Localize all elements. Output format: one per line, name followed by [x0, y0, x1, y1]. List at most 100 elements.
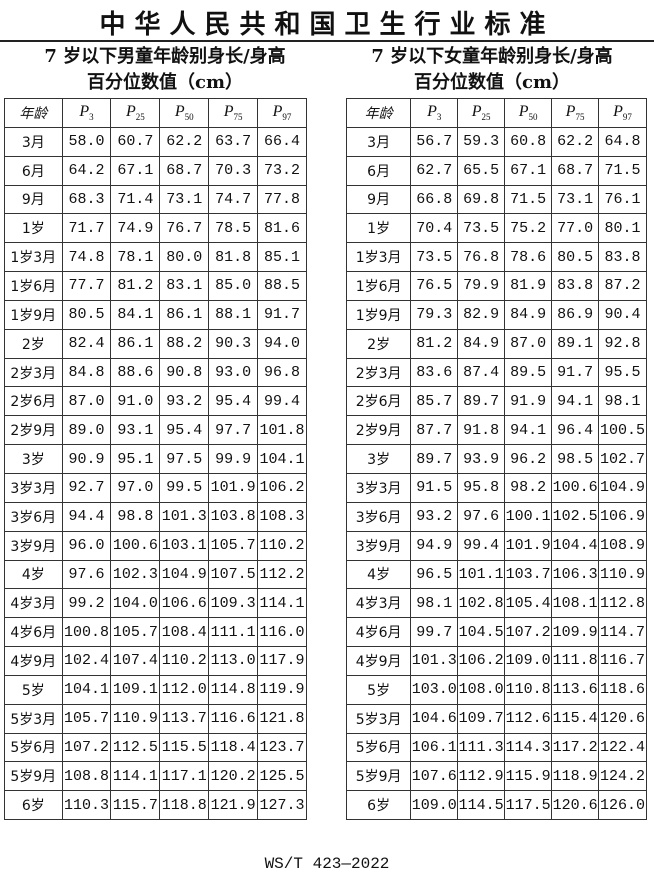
header-row: 年龄 P3 P25 P50 P75 P97 [4, 98, 307, 128]
value-cell: 87.0 [61, 386, 112, 417]
value-cell: 86.1 [159, 299, 210, 330]
value-cell: 118.8 [159, 790, 210, 821]
table-row: 3岁6月 94.4 98.8 101.3 103.8 108.3 [4, 501, 307, 532]
age-cell: 3岁 [345, 444, 412, 474]
value-cell: 89.5 [504, 357, 553, 388]
table-row: 1岁9月 79.3 82.9 84.9 86.9 90.4 [345, 299, 647, 330]
table-row: 4岁 97.6 102.3 104.9 107.5 112.2 [4, 559, 307, 590]
value-cell: 63.7 [208, 126, 259, 157]
percentile-letter: P [272, 103, 283, 121]
value-cell: 81.6 [257, 213, 307, 244]
value-cell: 108.4 [159, 617, 210, 648]
value-cell: 108.0 [457, 674, 506, 705]
value-cell: 100.6 [110, 530, 161, 561]
value-cell: 88.1 [208, 299, 259, 330]
value-cell: 80.5 [61, 299, 112, 330]
table-row: 4岁6月 99.7 104.5 107.2 109.9 114.7 [345, 617, 647, 648]
value-cell: 100.5 [598, 415, 647, 446]
value-cell: 84.1 [110, 299, 161, 330]
value-cell: 127.3 [257, 790, 307, 821]
table-row: 5岁9月 107.6 112.9 115.9 118.9 124.2 [345, 761, 647, 792]
value-cell: 98.8 [110, 501, 161, 532]
value-cell: 99.7 [410, 617, 459, 648]
value-cell: 117.5 [504, 790, 553, 821]
age-cell: 4岁3月 [4, 588, 63, 619]
value-cell: 70.4 [410, 213, 459, 244]
age-cell: 5岁3月 [4, 703, 63, 734]
header-p25: P25 [457, 98, 506, 128]
value-cell: 95.5 [598, 357, 647, 388]
age-cell: 4岁6月 [345, 617, 412, 648]
header-p50: P50 [504, 98, 553, 128]
girls-height-table: 年龄 P3 P25 P50 P75 P97 3月 56.7 59.3 60.8 62.2 64.8 6月… [345, 98, 647, 821]
value-cell: 108.8 [61, 761, 112, 792]
value-cell: 80.1 [598, 213, 647, 244]
value-cell: 110.9 [110, 703, 161, 734]
value-cell: 88.2 [159, 328, 210, 359]
value-cell: 71.4 [110, 184, 161, 215]
value-cell: 107.5 [208, 559, 259, 590]
value-cell: 89.7 [410, 444, 459, 474]
table-row: 2岁 81.2 84.9 87.0 89.1 92.8 [345, 328, 647, 359]
value-cell: 73.5 [410, 242, 459, 273]
age-cell: 2岁9月 [4, 415, 63, 446]
percentile-subscript: 50 [184, 112, 194, 123]
value-cell: 95.8 [457, 472, 506, 503]
value-cell: 89.1 [551, 328, 600, 359]
table-row: 2岁6月 85.7 89.7 91.9 94.1 98.1 [345, 386, 647, 417]
value-cell: 120.6 [598, 703, 647, 734]
age-cell: 2岁6月 [345, 386, 412, 417]
value-cell: 98.5 [551, 444, 600, 474]
table-row: 3岁6月 93.2 97.6 100.1 102.5 106.9 [345, 501, 647, 532]
value-cell: 83.6 [410, 357, 459, 388]
table-row: 5岁3月 104.6 109.7 112.6 115.4 120.6 [345, 703, 647, 734]
value-cell: 124.2 [598, 761, 647, 792]
table-row: 3月 58.0 60.7 62.2 63.7 66.4 [4, 126, 307, 157]
header-row: 年龄 P3 P25 P50 P75 P97 [345, 98, 647, 128]
percentile-subscript: 75 [575, 112, 585, 123]
age-cell: 3岁3月 [4, 472, 63, 503]
value-cell: 102.3 [110, 559, 161, 590]
value-cell: 81.9 [504, 271, 553, 301]
table-row: 4岁6月 100.8 105.7 108.4 111.1 116.0 [4, 617, 307, 648]
boys-caption-line2: 百分位数值（cm） [86, 72, 243, 93]
value-cell: 101.1 [457, 559, 506, 590]
value-cell: 90.9 [61, 444, 112, 474]
value-cell: 106.1 [410, 732, 459, 763]
value-cell: 97.6 [61, 559, 112, 590]
value-cell: 77.0 [551, 213, 600, 244]
value-cell: 88.5 [257, 271, 307, 301]
value-cell: 104.9 [159, 559, 210, 590]
table-row: 5岁3月 105.7 110.9 113.7 116.6 121.8 [4, 703, 307, 734]
value-cell: 111.8 [551, 646, 600, 676]
value-cell: 99.9 [208, 444, 259, 474]
table-row: 5岁6月 107.2 112.5 115.5 118.4 123.7 [4, 732, 307, 763]
header-p3: P3 [61, 98, 112, 128]
value-cell: 83.8 [551, 271, 600, 301]
age-cell: 1岁9月 [4, 299, 63, 330]
percentile-letter: P [613, 103, 623, 121]
value-cell: 109.1 [110, 674, 161, 705]
age-cell: 3月 [345, 126, 412, 157]
table-row: 1岁6月 76.5 79.9 81.9 83.8 87.2 [345, 271, 647, 301]
percentile-subscript: 25 [135, 112, 145, 123]
value-cell: 113.0 [208, 646, 259, 676]
value-cell: 73.2 [257, 155, 307, 186]
value-cell: 122.4 [598, 732, 647, 763]
value-cell: 95.4 [159, 415, 210, 446]
header-p25: P25 [110, 98, 161, 128]
value-cell: 99.4 [457, 530, 506, 561]
value-cell: 86.9 [551, 299, 600, 330]
value-cell: 71.5 [598, 155, 647, 186]
table-row: 4岁3月 98.1 102.8 105.4 108.1 112.8 [345, 588, 647, 619]
value-cell: 87.4 [457, 357, 506, 388]
value-cell: 116.0 [257, 617, 307, 648]
value-cell: 99.5 [159, 472, 210, 503]
age-cell: 3岁 [4, 444, 63, 474]
value-cell: 92.7 [61, 472, 112, 503]
girls-caption-line1: 7 岁以下女童年龄别身长/身高 [371, 46, 613, 67]
value-cell: 111.3 [457, 732, 506, 763]
value-cell: 102.4 [61, 646, 112, 676]
table-row: 3岁 89.7 93.9 96.2 98.5 102.7 [345, 444, 647, 474]
table-row: 2岁9月 89.0 93.1 95.4 97.7 101.8 [4, 415, 307, 446]
